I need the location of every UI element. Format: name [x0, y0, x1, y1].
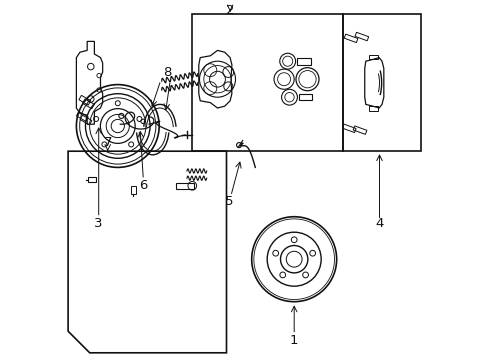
Bar: [368, 55, 378, 59]
Bar: [76, 112, 88, 121]
Bar: [354, 32, 368, 41]
Bar: [88, 177, 96, 182]
Bar: [368, 106, 378, 111]
Text: 8: 8: [163, 66, 171, 78]
Bar: [176, 183, 194, 189]
Text: 6: 6: [139, 179, 147, 192]
Text: 1: 1: [289, 334, 298, 347]
Bar: [352, 126, 366, 134]
Bar: [344, 34, 357, 42]
Bar: [296, 58, 310, 65]
Text: 3: 3: [94, 217, 103, 230]
Bar: [342, 124, 355, 132]
Bar: [82, 99, 94, 109]
Text: 4: 4: [375, 217, 383, 230]
Bar: [192, 14, 343, 151]
Bar: [343, 14, 420, 151]
Bar: [131, 186, 136, 194]
Text: 2: 2: [225, 4, 234, 17]
Text: 5: 5: [224, 195, 233, 208]
Bar: [80, 115, 92, 125]
Bar: [79, 95, 91, 105]
Bar: [298, 94, 311, 100]
Text: 7: 7: [103, 136, 112, 149]
